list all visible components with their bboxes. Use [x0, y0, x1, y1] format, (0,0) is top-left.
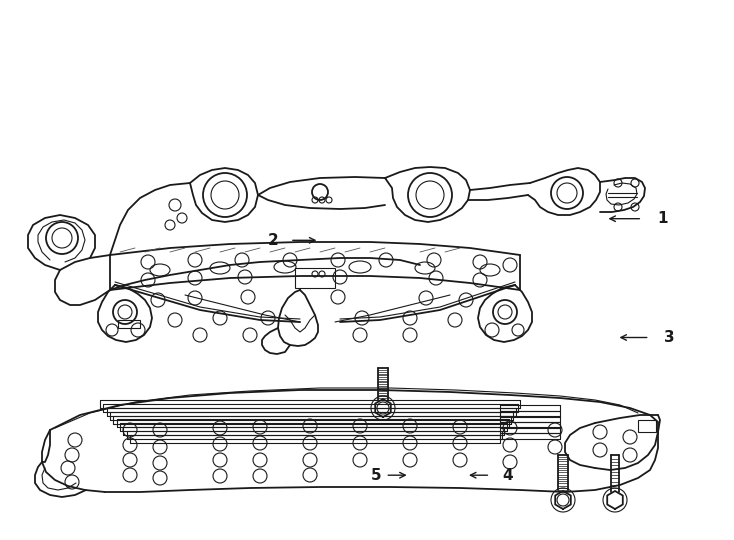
Bar [295, 268, 335, 288]
Text: 4: 4 [503, 468, 513, 483]
Text: 2: 2 [268, 233, 279, 248]
Text: 1: 1 [657, 211, 667, 226]
Text: 3: 3 [664, 330, 675, 345]
Bar [638, 420, 656, 432]
Text: 5: 5 [371, 468, 381, 483]
Bar [118, 320, 140, 328]
